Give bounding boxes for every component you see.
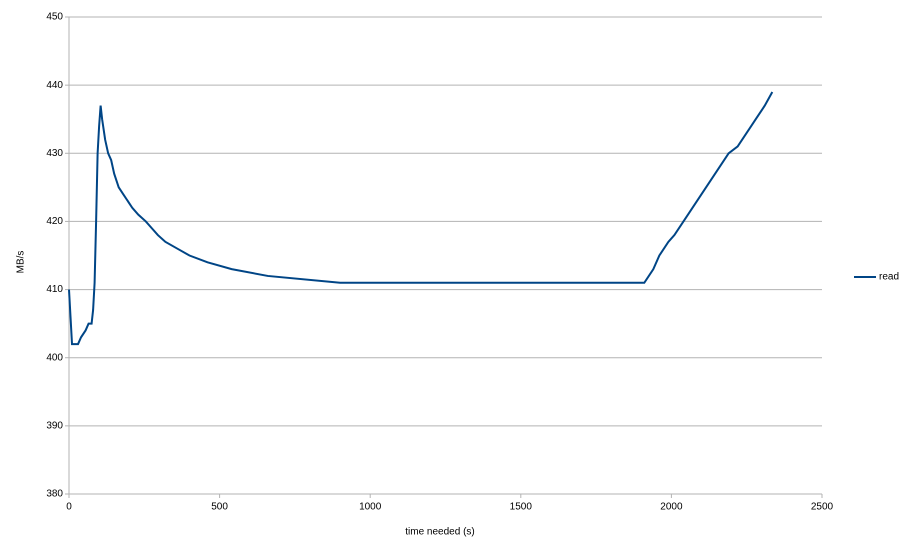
x-tick-label: 0 (66, 502, 72, 513)
y-tick-label: 420 (46, 216, 63, 227)
x-axis-label: time needed (s) (405, 527, 474, 538)
legend-label: read (879, 272, 899, 283)
y-axis-label: MB/s (16, 251, 27, 274)
x-tick-label: 1500 (510, 502, 533, 513)
y-tick-label: 380 (46, 489, 63, 500)
y-tick-label: 450 (46, 12, 63, 23)
y-tick-label: 430 (46, 148, 63, 159)
x-tick-label: 500 (211, 502, 228, 513)
line (68, 91, 774, 346)
y-tick-label: 400 (46, 352, 63, 363)
y-tick-label: 410 (46, 284, 63, 295)
x-tick-label: 2000 (660, 502, 683, 513)
x-tick-label: 2500 (811, 502, 834, 513)
y-tick-label: 390 (46, 420, 63, 431)
x-tick-label: 1000 (359, 502, 382, 513)
y-tick-label: 440 (46, 80, 63, 91)
